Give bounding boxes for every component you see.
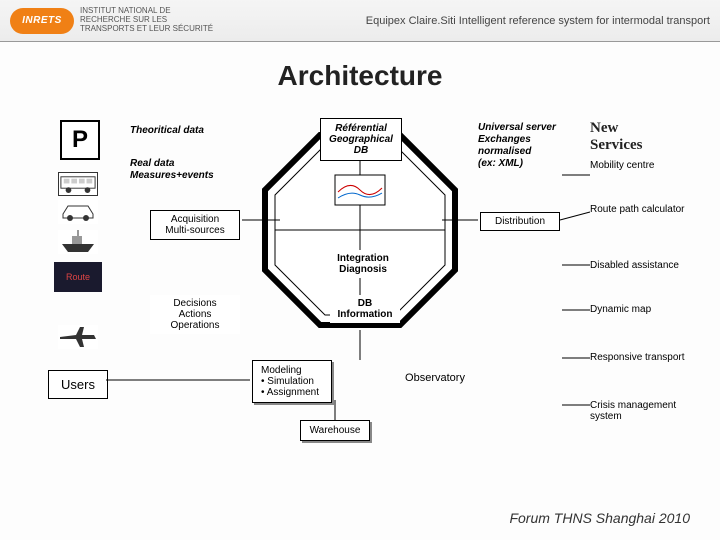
ref-l3: DB — [327, 145, 395, 156]
modeling-box: Modeling • Simulation • Assignment — [252, 360, 332, 403]
uni-l3: normalised — [478, 146, 578, 158]
mod-l2: • Simulation — [261, 376, 323, 387]
acq-l2: Multi-sources — [157, 225, 233, 236]
db-l1: DB — [336, 298, 394, 309]
dec-l3: Operations — [156, 320, 234, 331]
svc-0: Mobility centre — [590, 160, 700, 171]
footer-text: Forum THNS Shanghai 2010 — [509, 510, 690, 526]
logo: INRETS — [10, 8, 74, 34]
svc-2: Disabled assistance — [590, 260, 700, 271]
int-l1: Integration — [334, 253, 392, 264]
page-title: Architecture — [0, 60, 720, 92]
universal-server-label: Universal server Exchanges normalised (e… — [478, 122, 578, 170]
road-icon: Route — [54, 262, 102, 292]
bus-icon — [58, 172, 98, 196]
ref-l1: Référential — [327, 123, 395, 134]
integration-box: Integration Diagnosis — [328, 250, 398, 278]
new-services-heading: NewServices — [590, 120, 700, 154]
uni-l1: Universal server — [478, 122, 578, 134]
uni-l2: Exchanges — [478, 134, 578, 146]
db-l2: Information — [336, 309, 394, 320]
distribution-box: Distribution — [480, 212, 560, 231]
right-services: NewServices Mobility centre — [590, 120, 700, 171]
architecture-diagram: P Route Theoritical data Real data Measu… — [0, 100, 720, 480]
theoretical-data-label: Theoritical data — [130, 125, 240, 137]
real-data-line1: Real data — [130, 158, 174, 169]
acquisition-box: Acquisition Multi-sources — [150, 210, 240, 240]
ship-icon — [58, 230, 98, 254]
dec-l2: Actions — [156, 309, 234, 320]
int-l2: Diagnosis — [334, 264, 392, 275]
acq-l1: Acquisition — [157, 214, 233, 225]
referential-box: Référential Geographical DB — [320, 118, 402, 161]
real-data-label: Real data Measures+events — [130, 158, 240, 182]
mod-l3: • Assignment — [261, 387, 323, 398]
users-box: Users — [48, 370, 108, 399]
ref-l2: Geographical — [327, 134, 395, 145]
uni-l4: (ex: XML) — [478, 158, 578, 170]
svc-4: Responsive transport — [590, 352, 700, 363]
mod-l1: Modeling — [261, 365, 323, 376]
db-info-box: DB Information — [330, 295, 400, 323]
svc-3: Dynamic map — [590, 304, 700, 315]
observatory-label: Observatory — [395, 372, 475, 385]
institute-name: INSTITUT NATIONAL DE RECHERCHE SUR LES T… — [80, 7, 220, 33]
project-title: Equipex Claire.Siti Intelligent referenc… — [366, 15, 710, 27]
decisions-box: Decisions Actions Operations — [150, 295, 240, 334]
dec-l1: Decisions — [156, 298, 234, 309]
svc-1: Route path calculator — [590, 204, 700, 215]
svc-5: Crisis management system — [590, 400, 700, 422]
parking-icon: P — [60, 120, 100, 160]
header-bar: INRETS INSTITUT NATIONAL DE RECHERCHE SU… — [0, 0, 720, 42]
warehouse-box: Warehouse — [300, 420, 370, 441]
plane-icon — [58, 325, 98, 349]
car-icon — [58, 200, 98, 224]
real-data-line2: Measures+events — [130, 170, 214, 181]
